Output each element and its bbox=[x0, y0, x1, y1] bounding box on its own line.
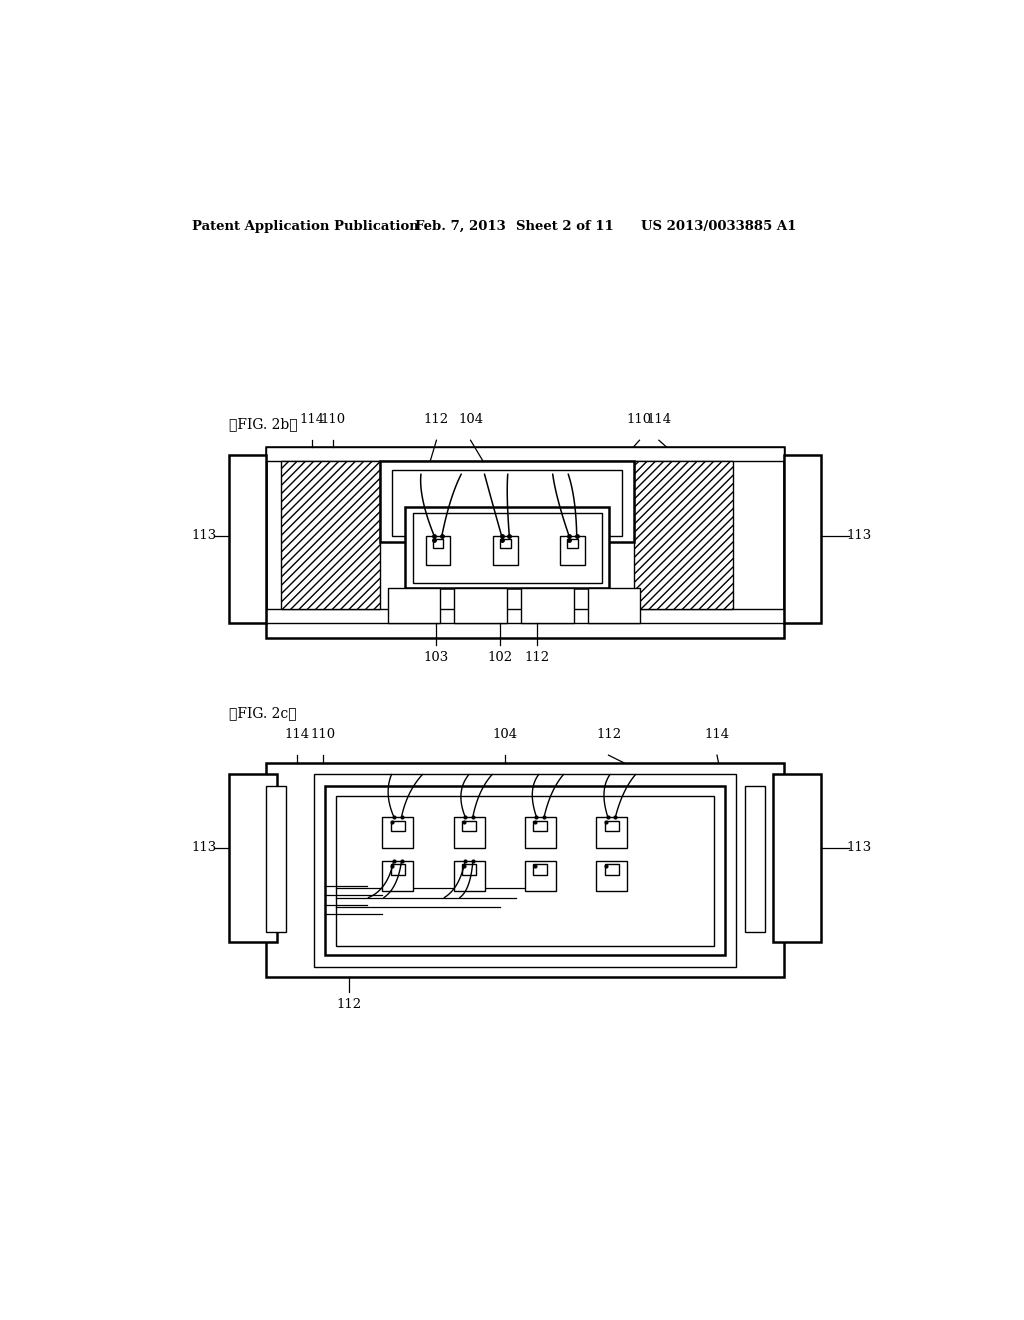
Bar bbox=[744, 785, 765, 932]
Bar bbox=[524, 861, 556, 891]
Bar bbox=[406, 507, 609, 589]
Text: 114: 114 bbox=[285, 729, 309, 742]
Bar bbox=[634, 461, 733, 609]
Text: 113: 113 bbox=[847, 841, 872, 854]
Text: 112: 112 bbox=[524, 651, 550, 664]
Bar bbox=[773, 775, 821, 942]
Bar bbox=[228, 455, 266, 623]
Bar bbox=[462, 821, 476, 832]
Bar bbox=[500, 539, 511, 548]
Text: Feb. 7, 2013: Feb. 7, 2013 bbox=[415, 219, 506, 232]
Text: 110: 110 bbox=[321, 413, 346, 426]
Bar bbox=[493, 536, 518, 565]
Bar bbox=[266, 447, 783, 638]
Bar bbox=[534, 821, 547, 832]
Bar bbox=[604, 821, 618, 832]
Text: 【FIG. 2c】: 【FIG. 2c】 bbox=[228, 706, 296, 719]
Bar bbox=[596, 861, 627, 891]
Bar bbox=[336, 796, 714, 946]
Bar bbox=[534, 865, 547, 875]
Text: 110: 110 bbox=[627, 413, 652, 426]
Text: 114: 114 bbox=[646, 413, 672, 426]
Bar bbox=[454, 861, 484, 891]
Bar bbox=[783, 455, 821, 623]
Bar bbox=[266, 609, 783, 623]
Bar bbox=[567, 539, 579, 548]
Bar bbox=[462, 865, 476, 875]
Bar bbox=[388, 589, 440, 623]
Bar bbox=[266, 763, 783, 977]
Bar bbox=[281, 461, 380, 609]
Bar bbox=[524, 817, 556, 847]
Text: 112: 112 bbox=[424, 413, 449, 426]
Text: 110: 110 bbox=[310, 729, 336, 742]
Bar bbox=[391, 470, 623, 536]
Bar bbox=[266, 447, 783, 461]
Bar bbox=[391, 865, 404, 875]
Bar bbox=[391, 821, 404, 832]
Text: 104: 104 bbox=[458, 413, 483, 426]
Bar bbox=[560, 536, 586, 565]
Bar bbox=[414, 512, 601, 583]
Text: 114: 114 bbox=[300, 413, 325, 426]
Text: 113: 113 bbox=[191, 529, 217, 543]
Bar bbox=[325, 785, 725, 956]
Bar bbox=[426, 536, 451, 565]
Bar bbox=[455, 589, 507, 623]
Text: 114: 114 bbox=[705, 729, 729, 742]
Bar bbox=[604, 865, 618, 875]
Bar bbox=[380, 461, 634, 543]
Bar bbox=[314, 775, 735, 966]
Text: 112: 112 bbox=[336, 998, 361, 1011]
Bar bbox=[432, 539, 443, 548]
Text: 102: 102 bbox=[487, 651, 513, 664]
Bar bbox=[382, 817, 414, 847]
Text: 【FIG. 2b】: 【FIG. 2b】 bbox=[228, 417, 297, 432]
Bar bbox=[266, 785, 286, 932]
Text: Patent Application Publication: Patent Application Publication bbox=[191, 219, 418, 232]
Text: 113: 113 bbox=[847, 529, 872, 543]
Text: 113: 113 bbox=[191, 841, 217, 854]
Bar bbox=[228, 775, 276, 942]
Text: 104: 104 bbox=[493, 729, 518, 742]
Text: US 2013/0033885 A1: US 2013/0033885 A1 bbox=[641, 219, 797, 232]
Text: 103: 103 bbox=[424, 651, 450, 664]
Bar bbox=[382, 861, 414, 891]
Text: 112: 112 bbox=[596, 729, 622, 742]
Bar bbox=[588, 589, 640, 623]
Bar bbox=[454, 817, 484, 847]
Bar bbox=[596, 817, 627, 847]
Text: Sheet 2 of 11: Sheet 2 of 11 bbox=[515, 219, 613, 232]
Bar bbox=[521, 589, 573, 623]
